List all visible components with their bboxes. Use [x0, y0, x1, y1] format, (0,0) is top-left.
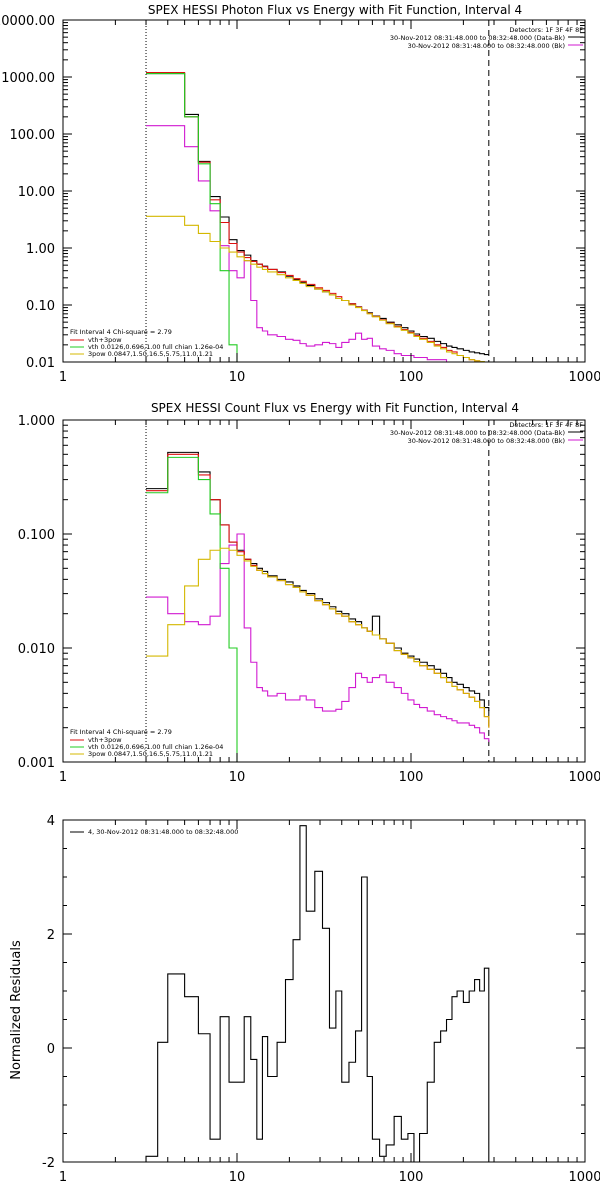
series-line-0 — [132, 825, 490, 1162]
series-line-1 — [146, 125, 489, 362]
fit-header: Fit Interval 4 Chi-square = 2.79 — [70, 328, 172, 336]
y-tick-label: 4 — [47, 814, 55, 829]
legend-3pow: 3pow 0.0847,1.50,16.5,5.75,11.0,1.21 — [88, 750, 213, 758]
y-tick-label: 0.100 — [18, 528, 55, 543]
x-tick-label: 100 — [399, 1170, 424, 1185]
x-tick-label: 10 — [229, 1170, 246, 1185]
x-tick-label: 10 — [229, 370, 246, 385]
y-tick-label: -2 — [42, 1156, 55, 1171]
series-line-3 — [146, 456, 238, 762]
chart-title: SPEX HESSI Photon Flux vs Energy with Fi… — [148, 3, 522, 17]
legend-residual: 4, 30-Nov-2012 08:31:48.000 to 08:32:48.… — [88, 828, 238, 836]
legend-model: vth+3pow — [88, 336, 122, 344]
x-tick-label: 100 — [399, 370, 424, 385]
legend-vth: vth 0.0126,0.696,1.00 full chian 1.26e-0… — [88, 743, 223, 751]
y-tick-label: 100.00 — [10, 128, 56, 143]
x-tick-label: 1 — [59, 370, 67, 385]
fit-header: Fit Interval 4 Chi-square = 2.79 — [70, 728, 172, 736]
y-tick-label: 0 — [47, 1042, 55, 1057]
photon-flux-panel: SPEX HESSI Photon Flux vs Energy with Fi… — [0, 3, 600, 385]
y-tick-label: 10.00 — [18, 185, 55, 200]
x-tick-label: 1000 — [568, 770, 600, 785]
plot-frame — [62, 419, 586, 763]
residuals-panel: Normalized Residuals 4, 30-Nov-2012 08:3… — [9, 814, 600, 1185]
plot-frame — [62, 19, 586, 363]
y-tick-label: 0.10 — [26, 299, 55, 314]
series-line-4 — [146, 547, 490, 728]
count-flux-panel: SPEX HESSI Count Flux vs Energy with Fit… — [18, 401, 600, 785]
series-line-0 — [146, 72, 489, 356]
legend-3pow: 3pow 0.0847,1.50,16.5,5.75,11.0,1.21 — [88, 350, 213, 358]
x-tick-label: 1000 — [568, 1170, 600, 1185]
detectors-label: Detectors: 1F 3F 4F 8F — [509, 26, 583, 34]
y-tick-label: 1.000 — [18, 414, 55, 429]
y-tick-label: 0.01 — [26, 356, 55, 371]
x-tick-label: 10 — [229, 770, 246, 785]
chart-title: SPEX HESSI Count Flux vs Energy with Fit… — [151, 401, 519, 415]
legend-model: vth+3pow — [88, 736, 122, 744]
series-line-3 — [146, 72, 238, 362]
data-interval-label: 30-Nov-2012 08:31:48.000 to 08:32:48.000… — [390, 429, 565, 437]
bk-interval-label: 30-Nov-2012 08:31:48.000 to 08:32:48.000… — [408, 437, 565, 445]
x-tick-label: 1 — [59, 770, 67, 785]
x-tick-label: 1000 — [568, 370, 600, 385]
series-line-2 — [146, 453, 490, 728]
y-tick-label: 1.00 — [26, 242, 55, 257]
x-tick-label: 1 — [59, 1170, 67, 1185]
data-interval-label: 30-Nov-2012 08:31:48.000 to 08:32:48.000… — [390, 34, 565, 42]
bk-interval-label: 30-Nov-2012 08:31:48.000 to 08:32:48.000… — [408, 42, 565, 50]
y-tick-label: 0.001 — [18, 756, 55, 771]
y-tick-label: 2 — [47, 928, 55, 943]
series-line-4 — [146, 215, 489, 362]
series-line-0 — [146, 451, 490, 712]
y-tick-label: 0.010 — [18, 642, 55, 657]
y-axis-label: Normalized Residuals — [9, 940, 24, 1080]
series-line-1 — [146, 533, 490, 742]
x-tick-label: 100 — [399, 770, 424, 785]
plot-frame — [62, 819, 586, 1163]
legend-vth: vth 0.0126,0.696,1.00 full chian 1.26e-0… — [88, 343, 223, 351]
y-tick-label: 1000.00 — [1, 71, 55, 86]
series-line-2 — [146, 71, 489, 362]
